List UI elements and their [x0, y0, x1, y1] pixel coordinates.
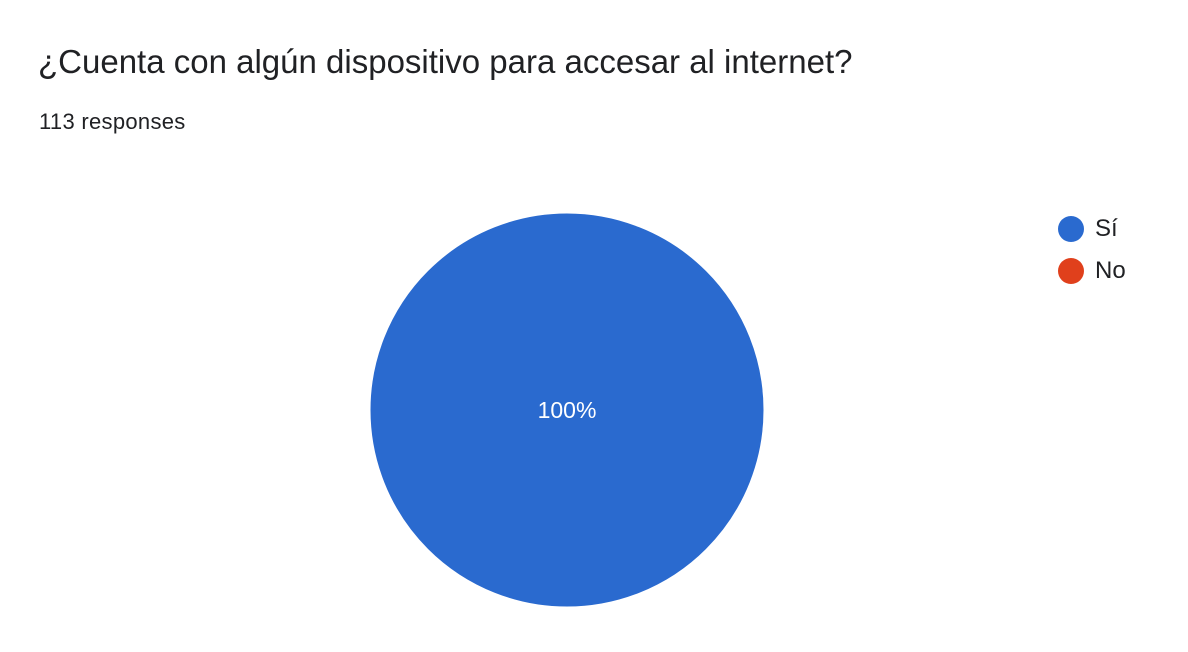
- pie-label-si: 100%: [538, 397, 597, 423]
- legend-label-si: Sí: [1095, 215, 1118, 242]
- question-title: ¿Cuenta con algún dispositivo para acces…: [38, 43, 853, 80]
- pie-slice-si[interactable]: [369, 212, 765, 608]
- legend-swatch-si: [1058, 216, 1084, 242]
- legend-swatch-no: [1058, 258, 1084, 284]
- legend: Sí No: [1058, 208, 1126, 292]
- legend-item-si[interactable]: Sí: [1058, 208, 1126, 250]
- pie-labels: 100%: [538, 397, 597, 423]
- pie-slices: [369, 212, 765, 608]
- response-count: 113 responses: [39, 109, 186, 134]
- legend-item-no[interactable]: No: [1058, 250, 1126, 292]
- legend-label-no: No: [1095, 257, 1126, 284]
